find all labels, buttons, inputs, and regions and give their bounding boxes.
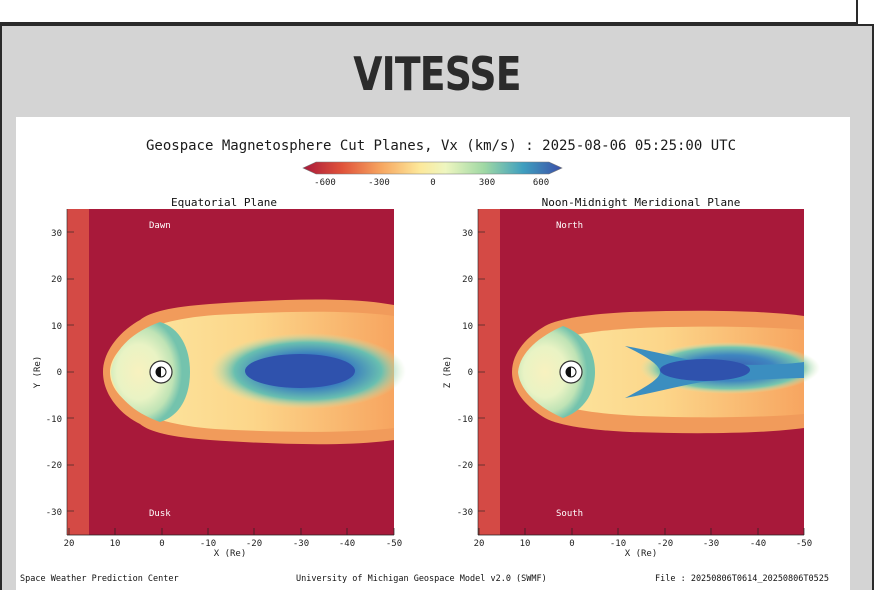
svg-text:0: 0 xyxy=(468,368,473,378)
colorbar-tick-label: 0 xyxy=(430,178,435,188)
y-axis-ticks xyxy=(66,209,485,535)
south-label: South xyxy=(556,509,583,519)
svg-text:-10: -10 xyxy=(200,539,216,549)
svg-text:10: 10 xyxy=(110,539,121,549)
svg-text:-30: -30 xyxy=(457,508,473,518)
left-x-tick-labels: 20 10 0 -10 -20 -30 -40 -50 xyxy=(64,539,403,549)
svg-text:0: 0 xyxy=(159,539,164,549)
dusk-label: Dusk xyxy=(149,509,171,519)
svg-text:-30: -30 xyxy=(703,539,719,549)
svg-text:-20: -20 xyxy=(457,461,473,471)
svg-text:10: 10 xyxy=(51,322,62,332)
left-plot-title: Equatorial Plane xyxy=(171,196,277,209)
figure-title: Geospace Magnetosphere Cut Planes, Vx (k… xyxy=(145,138,736,154)
svg-text:10: 10 xyxy=(520,539,531,549)
left-x-axis-label: X (Re) xyxy=(214,549,247,559)
left-y-tick-labels: 30 20 10 0 -10 -20 -30 xyxy=(46,229,62,518)
svg-text:30: 30 xyxy=(51,229,62,239)
right-plot-title: Noon-Midnight Meridional Plane xyxy=(542,196,741,209)
svg-text:-10: -10 xyxy=(610,539,626,549)
svg-text:-30: -30 xyxy=(46,508,62,518)
colorbar-tick-label: -300 xyxy=(368,178,390,188)
svg-text:-40: -40 xyxy=(339,539,355,549)
right-x-axis-label: X (Re) xyxy=(625,549,658,559)
svg-text:20: 20 xyxy=(64,539,75,549)
right-x-tick-labels: 20 10 0 -10 -20 -30 -40 -50 xyxy=(474,539,813,549)
colorbar-tick-label: -600 xyxy=(314,178,336,188)
svg-text:-30: -30 xyxy=(293,539,309,549)
page-heading: VITESSE xyxy=(353,47,521,101)
svg-text:-40: -40 xyxy=(750,539,766,549)
meridional-plane-plot: Noon-Midnight Meridional Plane North Sou… xyxy=(443,196,820,559)
svg-text:-50: -50 xyxy=(796,539,812,549)
svg-text:-20: -20 xyxy=(46,461,62,471)
svg-text:-20: -20 xyxy=(246,539,262,549)
colorbar-tick-label: 600 xyxy=(533,178,549,188)
footer-file-name: File : 20250806T0614_20250806T0525 xyxy=(655,574,829,584)
svg-text:-10: -10 xyxy=(457,415,473,425)
dawn-label: Dawn xyxy=(149,221,171,231)
svg-text:20: 20 xyxy=(474,539,485,549)
footer-credit-model: University of Michigan Geospace Model v2… xyxy=(296,574,547,584)
svg-text:20: 20 xyxy=(462,275,473,285)
colorbar: -600 -300 0 300 600 xyxy=(302,161,563,188)
svg-text:30: 30 xyxy=(462,229,473,239)
top-strip xyxy=(0,0,858,24)
svg-text:0: 0 xyxy=(57,368,62,378)
svg-text:-50: -50 xyxy=(386,539,402,549)
svg-text:20: 20 xyxy=(51,275,62,285)
left-y-axis-label: Y (Re) xyxy=(33,356,43,389)
colorbar-tick-label: 300 xyxy=(479,178,495,188)
svg-text:-20: -20 xyxy=(657,539,673,549)
right-y-axis-label: Z (Re) xyxy=(443,356,453,389)
svg-text:0: 0 xyxy=(569,539,574,549)
svg-text:-10: -10 xyxy=(46,415,62,425)
footer-credit-swpc: Space Weather Prediction Center xyxy=(20,574,179,584)
svg-text:10: 10 xyxy=(462,322,473,332)
right-y-tick-labels: 30 20 10 0 -10 -20 -30 xyxy=(457,229,473,518)
equatorial-plane-plot: Equatorial Plane Dawn Dusk Y (Re) X (Re)… xyxy=(33,196,406,559)
north-label: North xyxy=(556,221,583,231)
